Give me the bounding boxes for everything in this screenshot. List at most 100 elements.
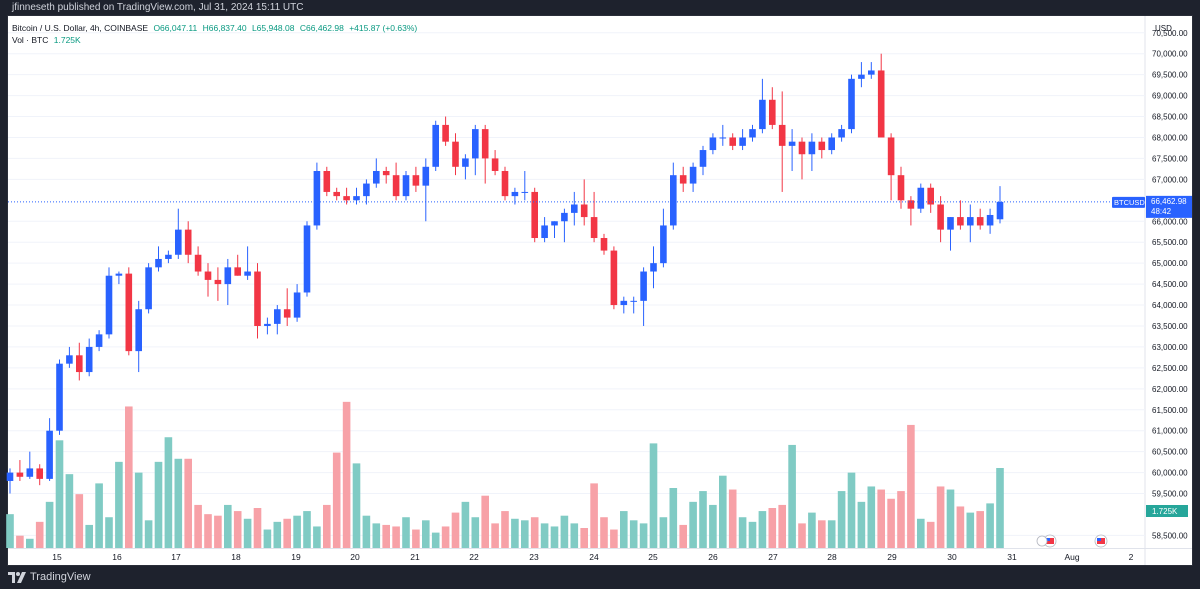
candle-body[interactable] (76, 355, 83, 373)
candle-body[interactable] (561, 212, 568, 222)
candle-body[interactable] (630, 300, 637, 302)
candle-body[interactable] (412, 175, 420, 186)
candle-body[interactable] (887, 137, 895, 176)
candle-body[interactable] (808, 141, 816, 155)
candle-body[interactable] (184, 229, 192, 255)
candle-body[interactable] (679, 175, 687, 184)
candle-body[interactable] (303, 225, 311, 293)
candle-body[interactable] (26, 468, 34, 477)
candle-body[interactable] (660, 225, 667, 264)
candle-body[interactable] (135, 309, 142, 352)
candle-body[interactable] (373, 170, 380, 184)
candle-body[interactable] (224, 267, 232, 285)
candle-body[interactable] (333, 191, 340, 197)
candle-body[interactable] (313, 170, 321, 226)
candle-body[interactable] (749, 129, 756, 138)
candle-body[interactable] (432, 124, 439, 167)
candle-body[interactable] (868, 70, 875, 75)
candle-body[interactable] (957, 217, 964, 226)
candle-body[interactable] (462, 158, 469, 167)
candle-body[interactable] (452, 141, 459, 167)
candle-body[interactable] (145, 267, 152, 310)
candle-body[interactable] (382, 170, 390, 176)
candle-body[interactable] (927, 187, 934, 205)
candle-body[interactable] (729, 137, 736, 146)
symbol-label[interactable]: Bitcoin / U.S. Dollar, 4h, COINBASE (12, 23, 149, 33)
candle-body[interactable] (254, 271, 261, 326)
candle-body[interactable] (521, 191, 529, 193)
candle-body[interactable] (709, 137, 717, 151)
candle-body[interactable] (402, 175, 410, 197)
candle-body[interactable] (828, 137, 835, 151)
candle-body[interactable] (66, 355, 73, 364)
candle-body[interactable] (759, 99, 766, 130)
candle-body[interactable] (56, 363, 63, 431)
candle-body[interactable] (283, 309, 291, 318)
candle-body[interactable] (600, 238, 608, 251)
candle-body[interactable] (838, 129, 845, 138)
candle-body[interactable] (976, 217, 984, 226)
candle-body[interactable] (422, 166, 430, 186)
candle-body[interactable] (115, 273, 123, 276)
candle-body[interactable] (719, 137, 727, 139)
candle-body[interactable] (481, 129, 489, 159)
candle-body[interactable] (769, 99, 776, 125)
candle-body[interactable] (996, 201, 1004, 220)
candle-body[interactable] (640, 271, 647, 301)
candle-body[interactable] (580, 204, 588, 218)
candle-body[interactable] (353, 196, 360, 201)
candle-body[interactable] (214, 279, 222, 285)
candle-body[interactable] (293, 292, 301, 318)
candle-body[interactable] (363, 183, 370, 197)
candle-body[interactable] (85, 346, 93, 373)
candle-body[interactable] (551, 221, 558, 226)
candle-body[interactable] (897, 175, 905, 201)
candle-body[interactable] (274, 309, 281, 324)
candle-body[interactable] (986, 214, 994, 226)
candle-body[interactable] (175, 229, 182, 255)
candle-body[interactable] (650, 263, 657, 272)
candle-body[interactable] (491, 158, 499, 171)
candle-body[interactable] (541, 225, 548, 239)
candle-body[interactable] (670, 175, 677, 226)
candle-body[interactable] (16, 472, 24, 477)
candle-body[interactable] (392, 175, 400, 197)
candle-body[interactable] (105, 275, 113, 335)
candle-body[interactable] (155, 258, 162, 268)
candle-body[interactable] (36, 468, 43, 479)
volume-label[interactable]: Vol · BTC (12, 35, 49, 45)
candle-body[interactable] (937, 204, 944, 230)
candle-body[interactable] (788, 141, 796, 146)
candle-body[interactable] (165, 254, 172, 259)
candle-body[interactable] (46, 430, 53, 479)
candle-body[interactable] (917, 187, 925, 209)
candle-body[interactable] (571, 204, 578, 213)
candle-body[interactable] (125, 273, 133, 352)
candle-body[interactable] (264, 323, 271, 326)
candle-body[interactable] (689, 166, 697, 184)
candle-body[interactable] (739, 137, 746, 146)
candle-body[interactable] (610, 250, 618, 306)
currency-label[interactable]: USD (1155, 24, 1172, 33)
candle-body[interactable] (590, 217, 598, 239)
candle-body[interactable] (95, 334, 103, 347)
candle-body[interactable] (244, 271, 251, 276)
candle-body[interactable] (967, 217, 974, 226)
candle-body[interactable] (323, 170, 331, 192)
candle-body[interactable] (472, 129, 479, 159)
event-icon[interactable] (1036, 535, 1048, 547)
candle-body[interactable] (511, 191, 519, 197)
candle-body[interactable] (699, 150, 707, 167)
candle-body[interactable] (907, 200, 915, 209)
tradingview-logo[interactable]: TradingView (8, 571, 91, 583)
candle-body[interactable] (620, 300, 628, 306)
candle-body[interactable] (442, 124, 449, 142)
candle-body[interactable] (818, 141, 826, 151)
price-axis-bg[interactable] (1145, 16, 1192, 549)
candle-body[interactable] (234, 267, 241, 276)
candle-body[interactable] (778, 124, 786, 146)
candle-body[interactable] (194, 254, 202, 272)
candle-body[interactable] (531, 191, 538, 239)
candle-body[interactable] (947, 217, 954, 230)
